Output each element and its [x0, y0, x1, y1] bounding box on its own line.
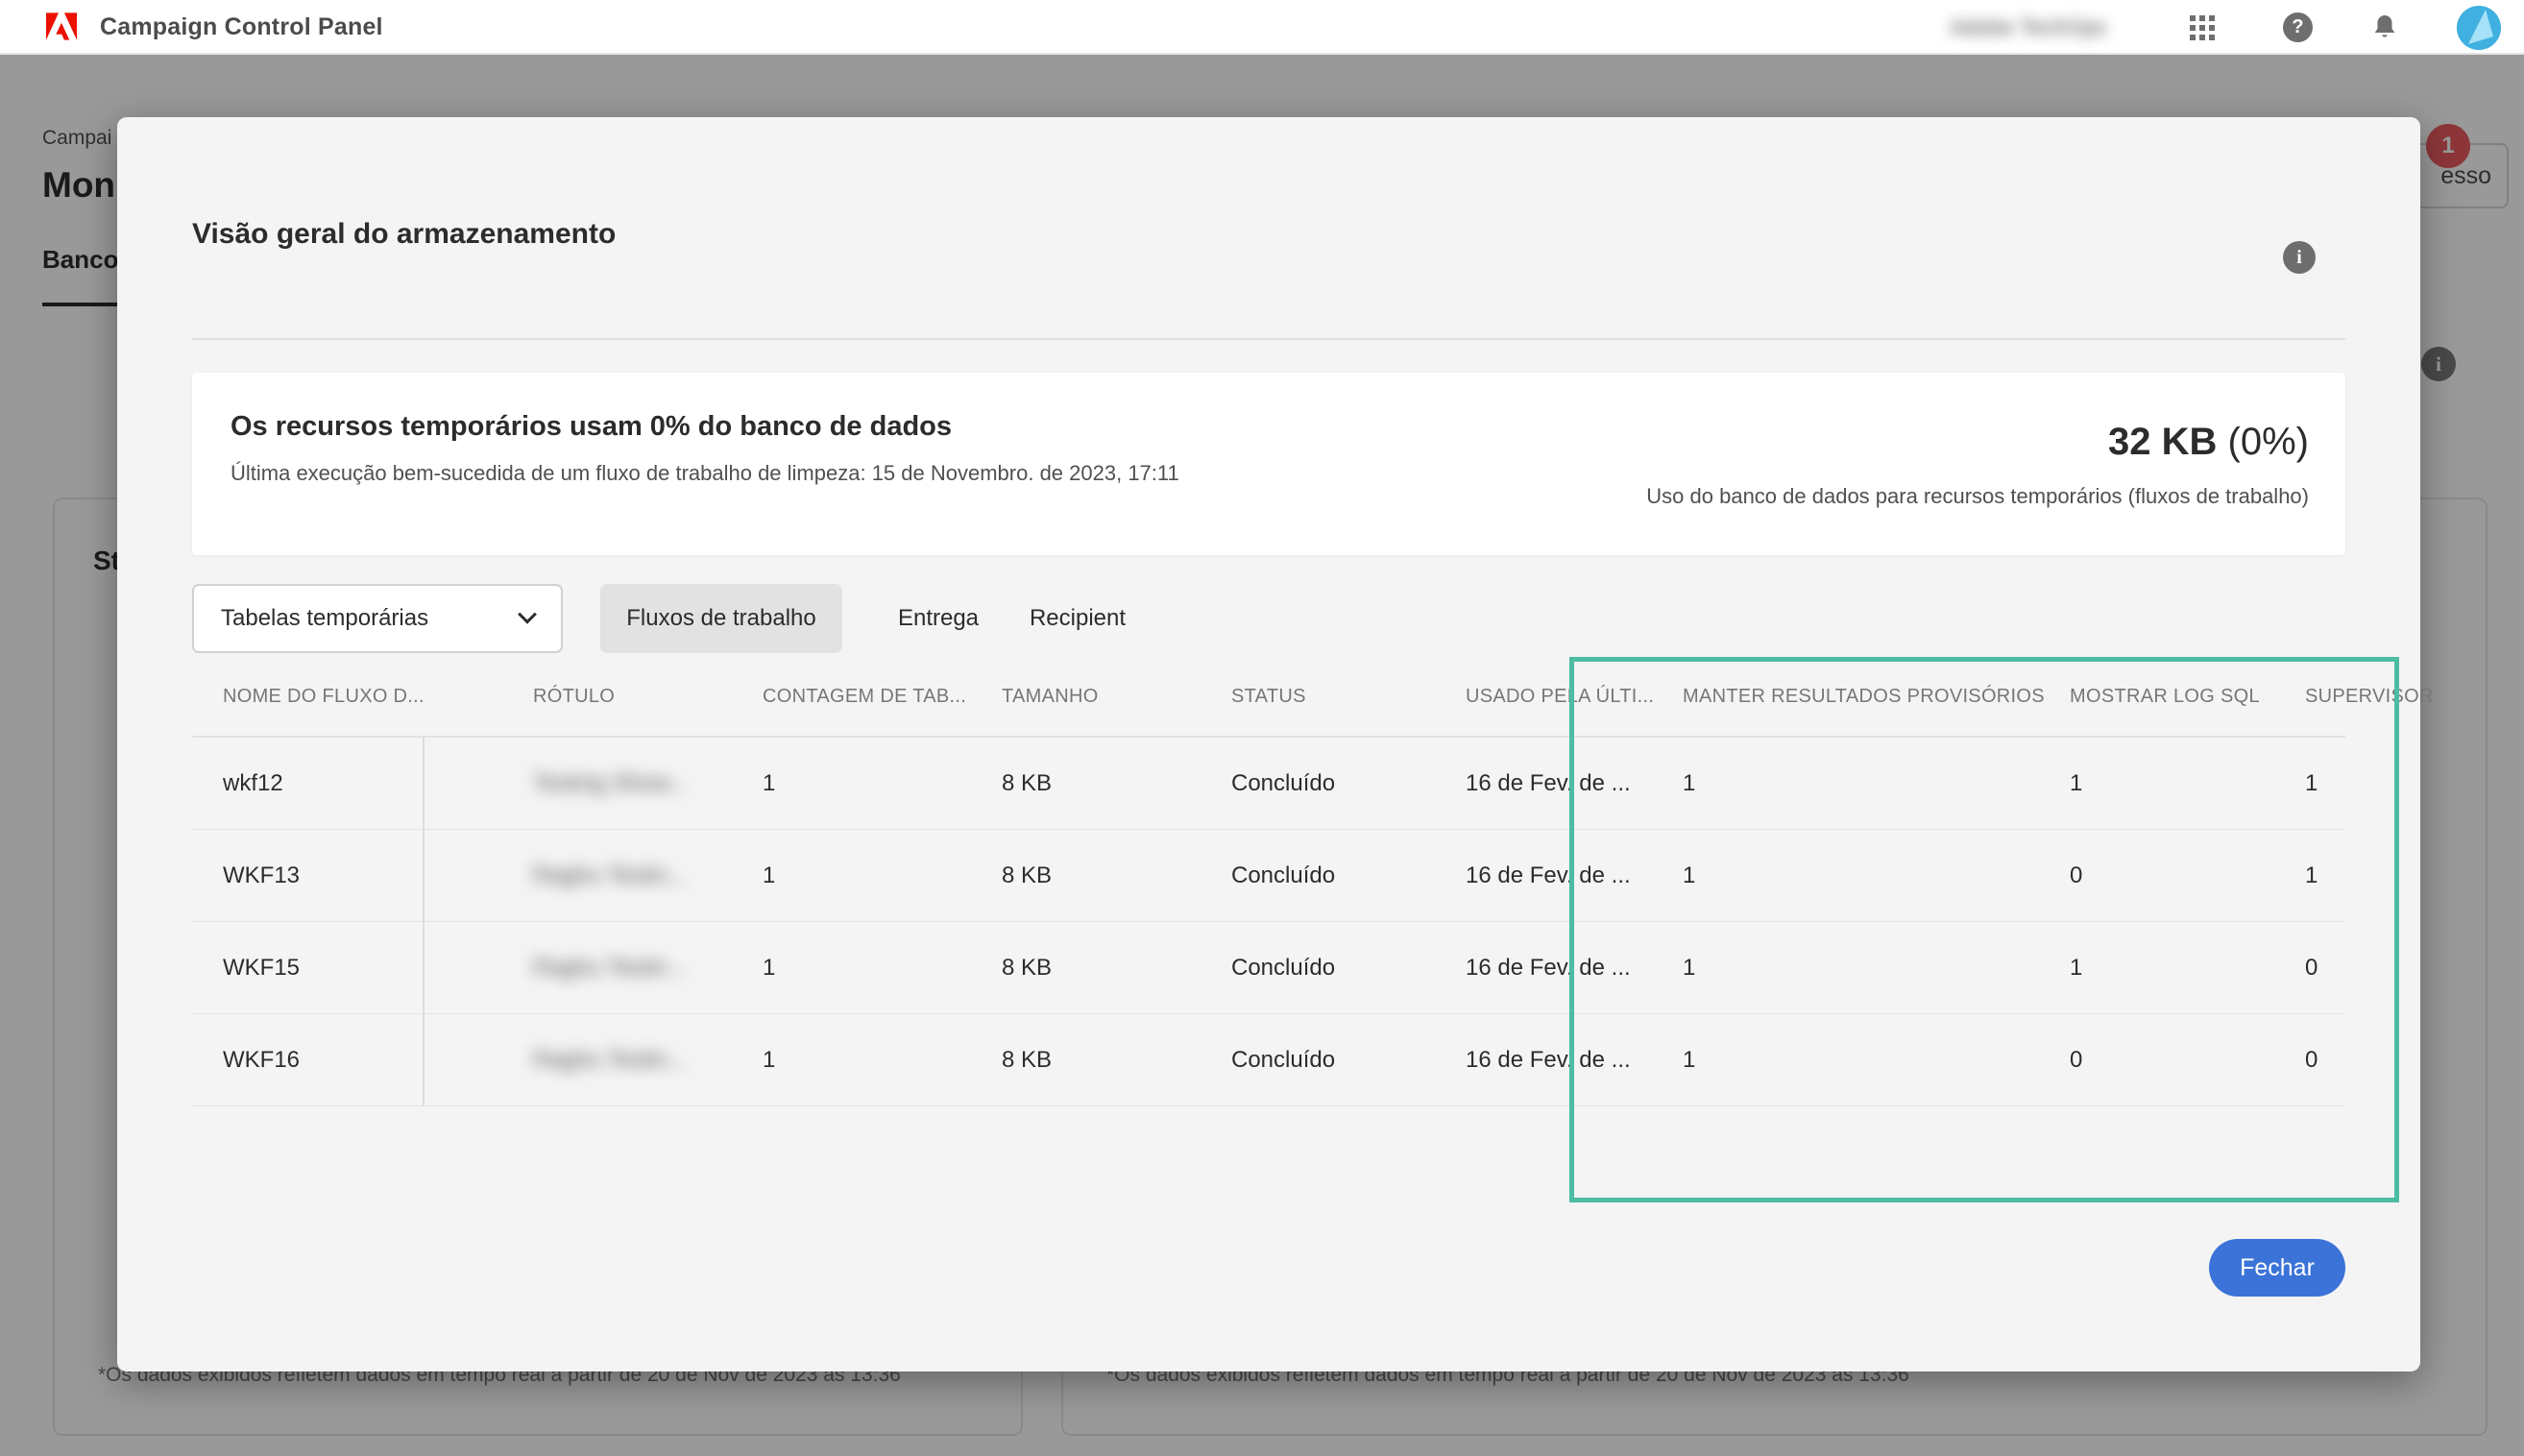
usage-percent: (0%): [2217, 421, 2309, 463]
resource-type-dropdown[interactable]: Tabelas temporárias: [192, 584, 563, 653]
chevron-down-icon: [518, 604, 537, 624]
col-header-mostrar-log-sql: MOSTRAR LOG SQL: [2070, 685, 2260, 707]
info-icon[interactable]: [2283, 241, 2316, 274]
cell-table-count: 1: [763, 955, 776, 981]
cell-last-used: 16 de Fev. de ...: [1466, 1047, 1631, 1073]
col-header-status: STATUS: [1231, 685, 1306, 707]
cell-size: 8 KB: [1002, 862, 1053, 888]
app-title: Campaign Control Panel: [100, 13, 383, 40]
cell-keep-interim: 1: [1683, 770, 1696, 796]
divider: [192, 338, 2345, 340]
usage-value: 32 KB (0%): [2108, 421, 2309, 464]
cell-size: 8 KB: [1002, 955, 1053, 981]
notification-badge: 1: [2426, 124, 2470, 168]
usage-size: 32 KB: [2108, 421, 2218, 463]
cell-size: 8 KB: [1002, 770, 1053, 796]
cell-table-count: 1: [763, 770, 776, 796]
dropdown-value: Tabelas temporárias: [221, 605, 429, 631]
tab-fluxos-de-trabalho[interactable]: Fluxos de trabalho: [600, 584, 842, 653]
cell-table-count: 1: [763, 862, 776, 888]
global-header: Campaign Control Panel Adobe TechOps: [0, 0, 2524, 55]
cell-supervisor: 0: [2305, 1047, 2318, 1073]
user-avatar[interactable]: [2457, 6, 2501, 50]
cell-keep-interim: 1: [1683, 862, 1696, 888]
cell-workflow-name: WKF13: [223, 862, 301, 888]
cell-status: Concluído: [1231, 770, 1336, 796]
user-name: Adobe TechOps: [1950, 14, 2107, 39]
cell-status: Concluído: [1231, 955, 1336, 981]
col-header-supervisor: SUPERVISOR: [2305, 685, 2434, 707]
cell-workflow-name: WKF16: [223, 1047, 301, 1073]
cell-label: Raghu Testin...: [533, 862, 687, 888]
table-header-row: NOME DO FLUXO D... RÓTULO CONTAGEM DE TA…: [192, 655, 2433, 738]
help-icon[interactable]: [2283, 12, 2313, 42]
cell-label: Raghu Testin...: [533, 1047, 687, 1073]
cell-workflow-name: WKF15: [223, 955, 301, 981]
tab-entrega[interactable]: Entrega: [897, 605, 980, 631]
table-row: WKF13 Raghu Testin... 1 8 KB Concluído 1…: [192, 830, 2345, 922]
cell-show-sql-log: 1: [2070, 770, 2083, 796]
cell-size: 8 KB: [1002, 1047, 1053, 1073]
col-header-rotulo: RÓTULO: [533, 685, 616, 707]
card-title: St: [93, 546, 120, 575]
cell-keep-interim: 1: [1683, 955, 1696, 981]
storage-overview-modal: Visão geral do armazenamento Os recursos…: [117, 117, 2433, 1371]
cell-label: Testing Show...: [533, 770, 689, 796]
adobe-logo-icon: [46, 12, 77, 40]
usage-caption: Uso do banco de dados para recursos temp…: [1646, 484, 2309, 508]
notifications-bell-icon[interactable]: [2370, 12, 2399, 42]
cell-keep-interim: 1: [1683, 1047, 1696, 1073]
breadcrumb: Campai: [42, 127, 112, 149]
cell-table-count: 1: [763, 1047, 776, 1073]
cell-last-used: 16 de Fev. de ...: [1466, 955, 1631, 981]
cell-show-sql-log: 0: [2070, 1047, 2083, 1073]
col-header-usado: USADO PELA ÚLTI...: [1466, 685, 1655, 707]
modal-title: Visão geral do armazenamento: [192, 218, 617, 250]
cell-label: Raghu Testin...: [533, 955, 687, 981]
cell-last-used: 16 de Fev. de ...: [1466, 770, 1631, 796]
app-switcher-icon[interactable]: [2190, 15, 2196, 21]
table-row: WKF15 Raghu Testin... 1 8 KB Concluído 1…: [192, 922, 2345, 1014]
cleanup-last-run: Última execução bem-sucedida de um fluxo…: [231, 461, 1179, 485]
cell-supervisor: 0: [2305, 955, 2318, 981]
cell-show-sql-log: 0: [2070, 862, 2083, 888]
table-row: WKF16 Raghu Testin... 1 8 KB Concluído 1…: [192, 1014, 2345, 1106]
cell-supervisor: 1: [2305, 862, 2318, 888]
pinned-column-divider: [423, 738, 425, 1106]
cell-workflow-name: wkf12: [223, 770, 283, 796]
close-button[interactable]: Fechar: [2209, 1239, 2345, 1297]
usage-summary-card: Os recursos temporários usam 0% do banco…: [192, 373, 2345, 555]
cell-show-sql-log: 1: [2070, 955, 2083, 981]
usage-heading: Os recursos temporários usam 0% do banco…: [231, 411, 952, 442]
cell-supervisor: 1: [2305, 770, 2318, 796]
tab-recipient[interactable]: Recipient: [1029, 605, 1127, 631]
table-row: wkf12 Testing Show... 1 8 KB Concluído 1…: [192, 738, 2345, 830]
col-header-tamanho: TAMANHO: [1002, 685, 1099, 707]
cell-status: Concluído: [1231, 862, 1336, 888]
col-header-contagem: CONTAGEM DE TAB...: [763, 685, 967, 707]
cell-status: Concluído: [1231, 1047, 1336, 1073]
cell-last-used: 16 de Fev. de ...: [1466, 862, 1631, 888]
col-header-nome: NOME DO FLUXO D...: [223, 685, 425, 707]
col-header-manter-resultados: MANTER RESULTADOS PROVISÓRIOS: [1683, 685, 2045, 707]
info-icon[interactable]: [2421, 347, 2456, 381]
